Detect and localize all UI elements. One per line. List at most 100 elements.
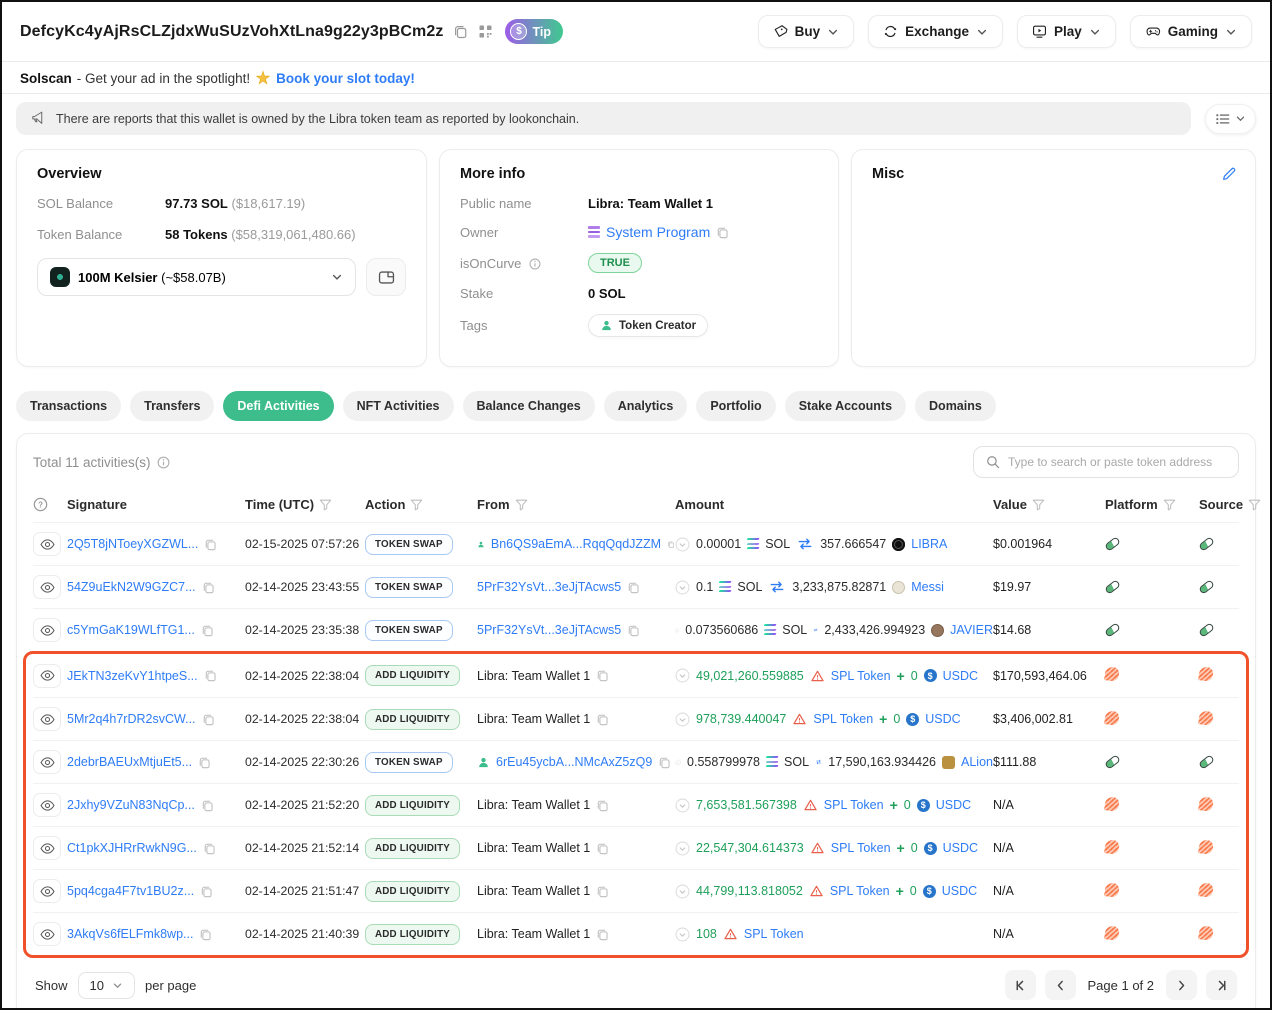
question-icon[interactable]: ?	[33, 497, 48, 512]
signature-link[interactable]: c5YmGaK19WLfTG1...	[67, 623, 195, 637]
prev-page-button[interactable]	[1045, 970, 1076, 1000]
platform-cell[interactable]	[1105, 883, 1199, 900]
next-page-button[interactable]	[1166, 970, 1197, 1000]
copy-icon[interactable]	[596, 799, 609, 812]
expand-circle-icon[interactable]	[675, 712, 690, 727]
expand-circle-icon[interactable]	[675, 884, 690, 899]
tab-balance-changes[interactable]: Balance Changes	[463, 391, 595, 421]
nav-button-play[interactable]: Play	[1017, 15, 1116, 48]
tab-defi-activities[interactable]: Defi Activities	[223, 391, 333, 421]
token-link[interactable]: SPL Token	[744, 927, 804, 941]
preview-button[interactable]	[33, 707, 61, 731]
source-cell[interactable]	[1199, 755, 1239, 769]
token-link[interactable]: SPL Token	[830, 884, 890, 898]
copy-icon[interactable]	[198, 756, 211, 769]
source-cell[interactable]	[1199, 797, 1239, 814]
col-source[interactable]: Source	[1199, 497, 1261, 512]
token-link[interactable]: SPL Token	[831, 841, 891, 855]
col-action[interactable]: Action	[365, 497, 477, 512]
token-link-2[interactable]: USDC	[936, 798, 971, 812]
copy-icon[interactable]	[203, 842, 216, 855]
from-link[interactable]: 6rEu45ycbA...NMcAxZ5zQ9	[496, 755, 652, 769]
expand-circle-icon[interactable]	[675, 798, 690, 813]
copy-icon[interactable]	[667, 538, 675, 551]
expand-circle-icon[interactable]	[675, 668, 690, 683]
info-icon[interactable]	[529, 258, 541, 270]
copy-icon[interactable]	[201, 799, 214, 812]
token-dropdown[interactable]: 100M Kelsier (~$58.07B)	[37, 258, 356, 296]
copy-icon[interactable]	[716, 226, 729, 239]
copy-address-button[interactable]	[453, 24, 468, 39]
token-link-2[interactable]: Messi	[911, 580, 944, 594]
edit-misc-button[interactable]	[1221, 166, 1237, 185]
source-cell[interactable]	[1199, 926, 1239, 943]
source-cell[interactable]	[1199, 623, 1239, 637]
copy-icon[interactable]	[596, 842, 609, 855]
copy-icon[interactable]	[202, 581, 215, 594]
source-cell[interactable]	[1199, 667, 1239, 684]
first-page-button[interactable]	[1005, 970, 1036, 1000]
from-link[interactable]: 5PrF32YsVt...3eJjTAcws5	[477, 580, 621, 594]
token-link-2[interactable]: USDC	[925, 712, 960, 726]
preview-button[interactable]	[33, 664, 61, 688]
signature-link[interactable]: 2Jxhy9VZuN83NqCp...	[67, 798, 195, 812]
last-page-button[interactable]	[1206, 970, 1237, 1000]
expand-circle-icon[interactable]	[675, 537, 690, 552]
signature-link[interactable]: 5pq4cga4F7tv1BU2z...	[67, 884, 194, 898]
copy-icon[interactable]	[199, 928, 212, 941]
token-link-2[interactable]: USDC	[943, 841, 978, 855]
view-options-button[interactable]	[1205, 104, 1256, 134]
copy-icon[interactable]	[596, 713, 609, 726]
ad-link[interactable]: Book your slot today!	[276, 71, 415, 86]
preview-button[interactable]	[33, 750, 61, 774]
signature-link[interactable]: JEkTN3zeKvY1htpeS...	[67, 669, 198, 683]
preview-button[interactable]	[33, 836, 61, 860]
token-link-2[interactable]: ALion	[961, 755, 993, 769]
platform-cell[interactable]	[1105, 623, 1199, 637]
signature-link[interactable]: 2Q5T8jNToeyXGZWL...	[67, 537, 198, 551]
platform-cell[interactable]	[1105, 755, 1199, 769]
platform-cell[interactable]	[1105, 926, 1199, 943]
source-cell[interactable]	[1199, 883, 1239, 900]
copy-icon[interactable]	[204, 669, 217, 682]
signature-link[interactable]: 5Mr2q4h7rDR2svCW...	[67, 712, 196, 726]
token-creator-tag[interactable]: Token Creator	[588, 314, 708, 337]
platform-cell[interactable]	[1105, 537, 1199, 551]
expand-circle-icon[interactable]	[675, 841, 690, 856]
source-cell[interactable]	[1199, 580, 1239, 594]
owner-link[interactable]: System Program	[606, 224, 710, 240]
nav-button-buy[interactable]: Buy	[758, 15, 855, 48]
token-link-2[interactable]: JAVIER	[950, 623, 993, 637]
token-link-2[interactable]: USDC	[943, 669, 978, 683]
tab-stake-accounts[interactable]: Stake Accounts	[785, 391, 906, 421]
token-link[interactable]: SPL Token	[813, 712, 873, 726]
from-link[interactable]: Bn6QS9aEmA...RqqQqdJZZM	[491, 537, 661, 551]
source-cell[interactable]	[1199, 840, 1239, 857]
col-platform[interactable]: Platform	[1105, 497, 1199, 512]
from-link[interactable]: 5PrF32YsVt...3eJjTAcws5	[477, 623, 621, 637]
qr-code-button[interactable]	[478, 24, 493, 39]
token-link-2[interactable]: LIBRA	[911, 537, 947, 551]
search-input[interactable]	[1008, 455, 1226, 469]
platform-cell[interactable]	[1105, 797, 1199, 814]
signature-link[interactable]: 2debrBAEUxMtjuEt5...	[67, 755, 192, 769]
tab-domains[interactable]: Domains	[915, 391, 996, 421]
preview-button[interactable]	[33, 532, 61, 556]
platform-cell[interactable]	[1105, 711, 1199, 728]
tab-nft-activities[interactable]: NFT Activities	[343, 391, 454, 421]
copy-icon[interactable]	[596, 885, 609, 898]
col-value[interactable]: Value	[993, 497, 1105, 512]
copy-icon[interactable]	[201, 624, 214, 637]
copy-icon[interactable]	[627, 581, 640, 594]
page-size-select[interactable]: 10	[78, 972, 135, 999]
source-cell[interactable]	[1199, 711, 1239, 728]
token-link-2[interactable]: USDC	[942, 884, 977, 898]
expand-circle-icon[interactable]	[675, 580, 690, 595]
portfolio-button[interactable]	[366, 258, 406, 296]
preview-button[interactable]	[33, 793, 61, 817]
copy-icon[interactable]	[627, 624, 640, 637]
copy-icon[interactable]	[596, 669, 609, 682]
col-time[interactable]: Time (UTC)	[245, 497, 365, 512]
platform-cell[interactable]	[1105, 840, 1199, 857]
token-link[interactable]: SPL Token	[831, 669, 891, 683]
